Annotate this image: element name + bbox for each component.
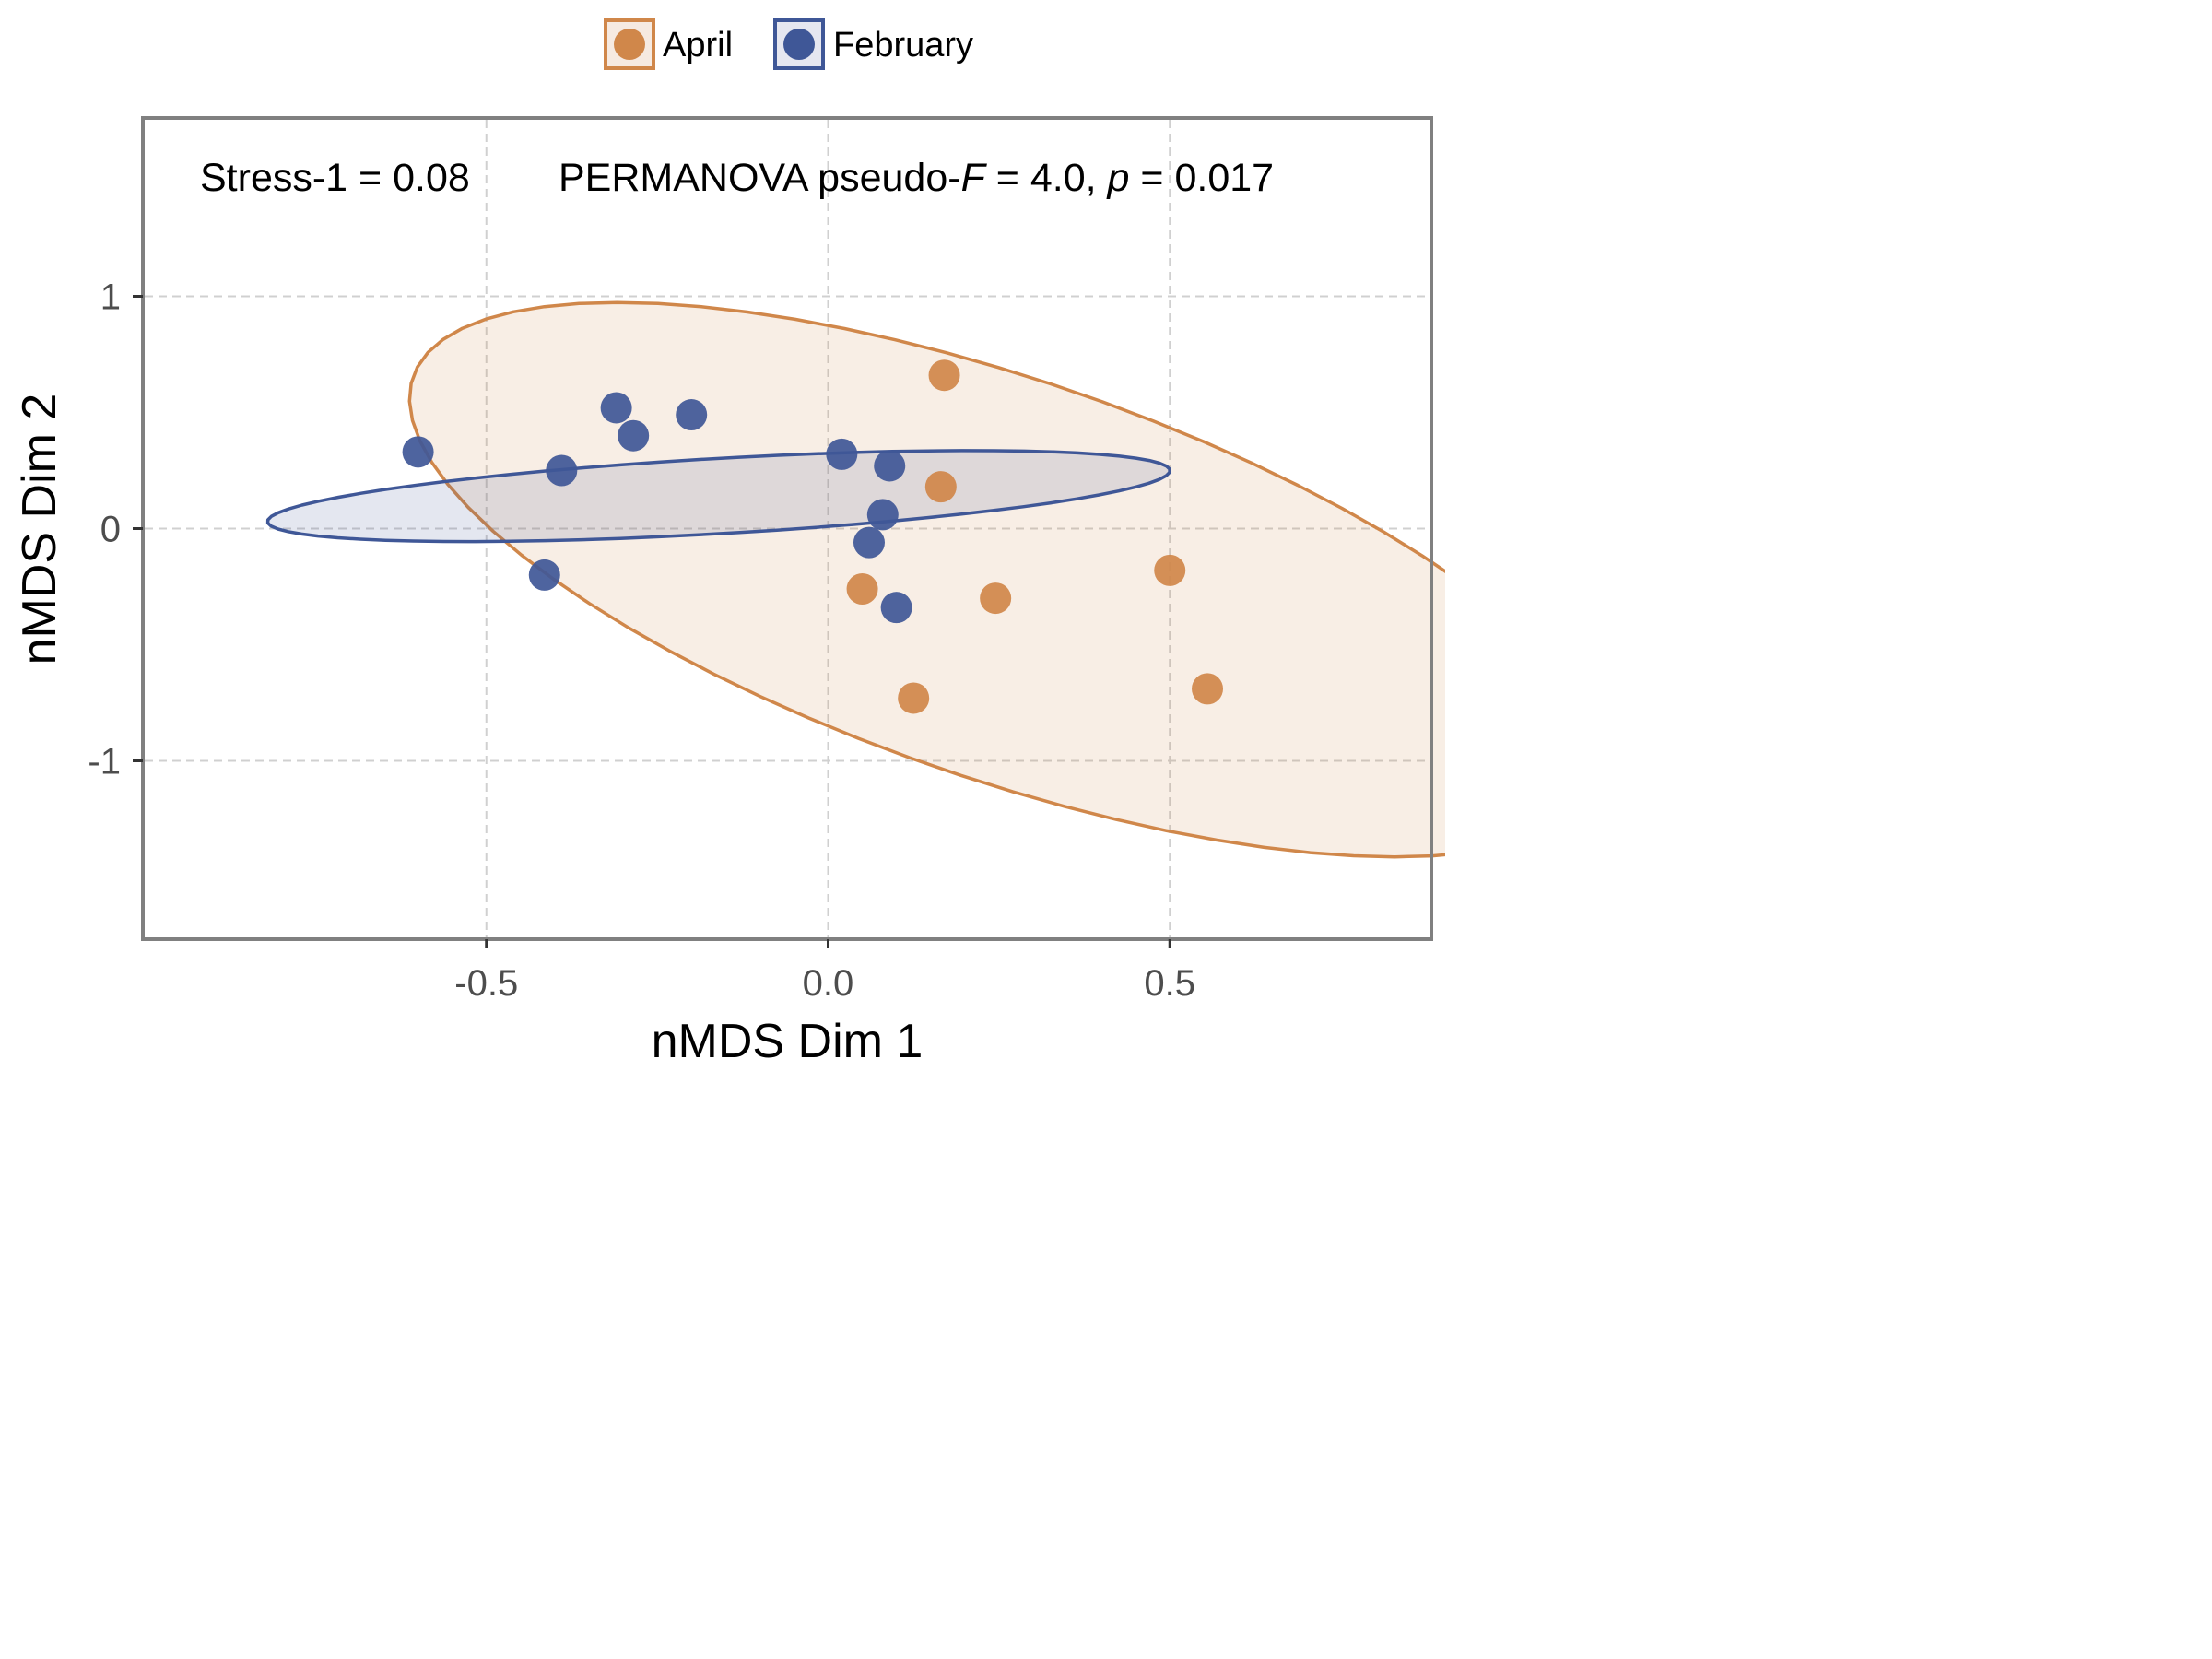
point-february-4 [676,399,708,431]
legend-key-april [604,18,655,70]
stress-annotation: Stress-1 = 0.08 [200,156,470,200]
point-april-5 [898,682,930,714]
y-tick-label-1: 0 [100,510,121,550]
point-february-5 [826,438,858,470]
legend-label-february: February [833,26,973,65]
data-points [402,359,1224,714]
legend-item-february: February [773,18,973,70]
point-april-4 [1154,554,1186,586]
f-value: = 4.0, [985,156,1108,200]
point-february-10 [528,559,560,591]
point-april-3 [980,582,1012,615]
permanova-annotation: PERMANOVA pseudo-F = 4.0, p = 0.017 [559,156,1274,200]
point-april-1 [924,471,957,503]
legend-label-april: April [663,26,733,65]
point-february-0 [402,436,434,468]
y-tick-label-2: 1 [100,277,121,318]
ellipse-april [407,300,1445,859]
y-axis: -1 0 1 [88,277,143,782]
grid [145,120,1430,937]
x-tick-label-0: -0.5 [454,963,518,1004]
legend: April February [604,18,973,70]
legend-marker-april [614,29,645,60]
point-february-1 [546,454,578,487]
point-february-3 [618,419,650,452]
permanova-prefix: PERMANOVA pseudo- [559,156,961,200]
point-february-6 [874,450,906,482]
point-february-8 [853,526,885,559]
legend-marker-february [783,29,815,60]
legend-item-april: April [604,18,733,70]
y-axis-title: nMDS Dim 2 [13,394,66,665]
point-february-9 [880,592,912,624]
point-april-0 [928,359,960,392]
nmds-chart: April February Stress-1 = 0.08 PERMANOVA… [13,18,1445,1068]
x-axis-title: nMDS Dim 1 [652,1015,924,1068]
x-tick-label-2: 0.5 [1144,963,1195,1004]
p-symbol: p [1106,156,1130,200]
p-value: = 0.017 [1129,156,1274,200]
point-february-7 [866,499,899,531]
x-axis: -0.5 0.0 0.5 [454,939,1195,1004]
point-february-2 [600,392,632,424]
y-tick-label-0: -1 [88,741,121,782]
x-tick-label-1: 0.0 [803,963,854,1004]
f-symbol: F [961,156,988,200]
point-april-6 [1192,673,1224,705]
point-april-2 [846,573,878,606]
